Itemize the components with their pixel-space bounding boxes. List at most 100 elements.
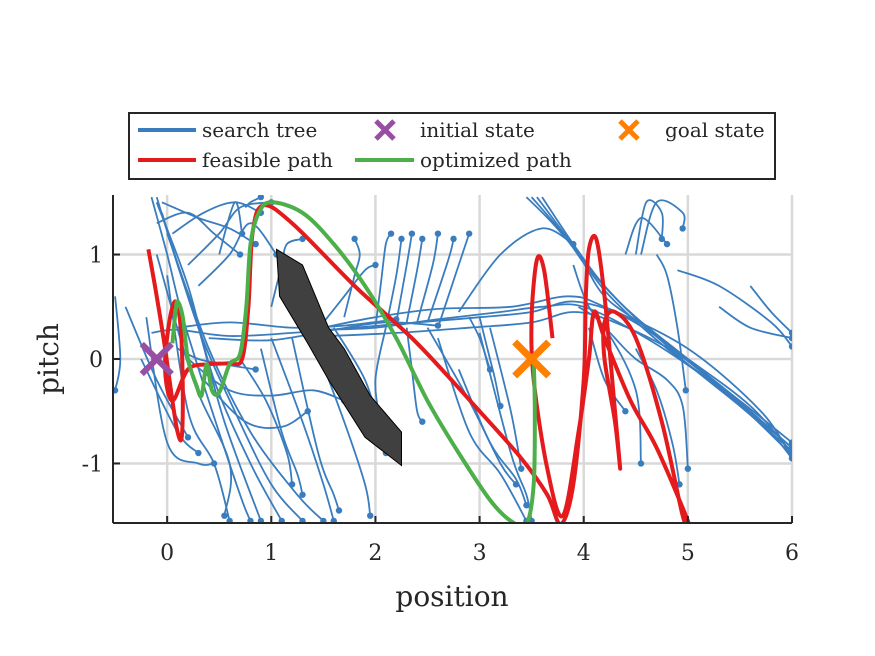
tree-node-31	[221, 512, 228, 519]
tree-branch-16	[718, 306, 792, 339]
x-tick-label-5: 5	[681, 541, 695, 566]
tree-branch-51	[239, 358, 293, 485]
tree-node-15	[682, 387, 689, 394]
tree-branch-48	[270, 337, 335, 522]
tree-node-55	[351, 235, 358, 243]
tree-branch-8	[457, 227, 574, 313]
x-tick-label-4: 4	[577, 541, 591, 566]
tree-node-67	[252, 366, 259, 373]
tree-node-9	[684, 465, 692, 472]
x-tick-label-0: 0	[160, 541, 174, 566]
tree-node-23	[512, 481, 520, 488]
tree-node-2	[788, 439, 792, 446]
tree-node-24	[518, 465, 525, 472]
tree-node-37	[252, 240, 259, 248]
legend-marker-goal-state	[618, 119, 640, 141]
legend-marker-initial-state	[374, 119, 396, 141]
tree-branch-46	[202, 379, 309, 429]
tree-node-65	[497, 402, 504, 410]
x-tick-label-6: 6	[785, 541, 799, 566]
tree-node-61	[450, 235, 457, 243]
state-markers	[139, 339, 552, 379]
tree-node-33	[210, 460, 218, 467]
tree-node-35	[184, 434, 192, 441]
legend-label-optimized-path: optimized path	[420, 148, 572, 172]
tree-branch-19	[577, 306, 642, 464]
legend-label-goal-state: goal state	[665, 118, 765, 142]
tree-node-58	[408, 230, 416, 237]
tree-branch-12	[634, 199, 664, 255]
tree-node-64	[419, 418, 426, 425]
tree-node-66	[486, 366, 494, 373]
tree-node-10	[622, 408, 629, 415]
path-layer	[146, 200, 691, 523]
tree-branch-13	[640, 199, 686, 255]
optimized-path	[170, 200, 537, 523]
tree-branch-23	[426, 327, 517, 485]
tree-node-16	[788, 334, 792, 342]
tree-node-17	[788, 329, 792, 337]
tree-node-54	[372, 261, 379, 269]
tree-branch-41	[218, 201, 243, 255]
tree-node-59	[419, 235, 426, 243]
tree-branch-15	[655, 254, 687, 391]
tree-branch-55	[343, 238, 361, 318]
tree-node-26	[257, 517, 265, 523]
tree-node-41	[238, 230, 246, 237]
tree-branch-25	[114, 296, 122, 391]
tree-node-60	[434, 230, 442, 237]
tree-node-32	[226, 517, 233, 523]
tree-node-47	[299, 491, 306, 498]
tree-node-14	[663, 240, 671, 248]
tree-branch-36	[156, 211, 241, 256]
tree-node-27	[247, 517, 254, 523]
tree-node-18	[788, 343, 792, 350]
tree-branch-54	[322, 264, 376, 323]
tree-node-50	[367, 512, 374, 519]
legend-box	[128, 112, 776, 180]
tree-branch-24	[489, 327, 523, 469]
tree-branch-64	[405, 327, 424, 423]
tree-branch-37	[161, 201, 257, 245]
tree-node-34	[195, 449, 202, 457]
goal-state-marker	[512, 339, 552, 379]
tree-node-8	[570, 240, 577, 248]
tree-branch-28	[155, 201, 283, 522]
tree-node-25	[113, 387, 119, 394]
tick-labels: 0 1 2 3 4 5 6 -1 0 1	[82, 244, 799, 566]
tree-node-19	[637, 460, 645, 467]
tree-node-30	[320, 517, 327, 523]
tree-node-6	[788, 444, 792, 451]
y-tick-label-2: 1	[89, 244, 103, 269]
tree-node-48	[330, 517, 337, 523]
tree-branch-44	[208, 321, 438, 342]
x-tick-label-2: 2	[368, 541, 382, 566]
tree-node-7	[788, 455, 792, 462]
tree-branch-45	[187, 358, 345, 402]
tree-branch-60	[416, 233, 439, 323]
tree-branch-43	[177, 318, 397, 329]
tree-node-62	[465, 230, 473, 237]
y-tick-label-1: 0	[89, 348, 103, 373]
tree-node-51	[288, 481, 296, 488]
x-axis-label: position	[395, 580, 508, 613]
tree-branch-66	[468, 316, 491, 370]
plot-area	[113, 195, 792, 523]
tree-node-57	[398, 235, 405, 243]
tree-branch-17	[749, 285, 792, 334]
tree-branch-18	[677, 269, 792, 348]
tree-branch-49	[291, 337, 340, 511]
tree-branch-21	[437, 337, 528, 522]
tree-branch-47	[260, 348, 304, 496]
legend: search tree initial state goal state fea…	[128, 112, 776, 180]
tree-branch-53	[270, 238, 303, 308]
tree-node-13	[679, 225, 686, 232]
tree-branch-9	[572, 264, 689, 469]
tree-node-29	[299, 517, 306, 523]
y-axis-label: pitch	[32, 323, 65, 395]
tree-node-28	[278, 517, 285, 523]
obstacle-layer	[275, 248, 402, 467]
tree-branch-27	[150, 196, 252, 522]
legend-label-initial-state: initial state	[420, 118, 535, 142]
